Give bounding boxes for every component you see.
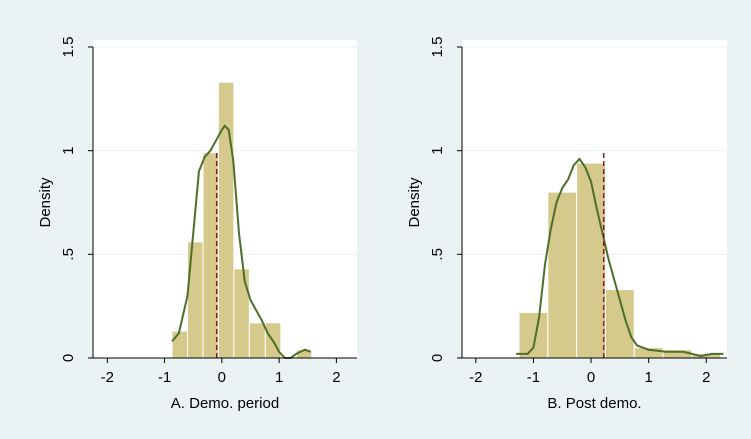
- bar: [248, 322, 266, 359]
- x-tick-label: -1: [527, 369, 540, 386]
- density-curve: [516, 157, 724, 357]
- bar: [217, 81, 235, 359]
- x-axis-title: A. Demo. period: [171, 395, 279, 412]
- y-tick-label: 0: [60, 354, 77, 362]
- y-tick-label: 0: [429, 354, 446, 362]
- y-tick-label: .5: [429, 248, 446, 261]
- bar: [233, 268, 250, 359]
- y-tick-label: 1.5: [60, 37, 77, 58]
- y-tick-label: .5: [60, 248, 77, 261]
- bar: [547, 191, 578, 359]
- bar: [202, 152, 219, 359]
- bar: [186, 241, 204, 359]
- x-tick-label: 2: [702, 369, 710, 386]
- x-tick-label: 1: [644, 369, 652, 386]
- x-tick-label: -1: [158, 369, 171, 386]
- x-axis-title: B. Post demo.: [547, 395, 641, 412]
- x-tick-label: 0: [218, 369, 226, 386]
- y-tick-label: 1.5: [429, 37, 446, 58]
- x-tick-label: -2: [101, 369, 114, 386]
- x-tick-label: 2: [332, 369, 340, 386]
- y-axis-title: Density: [406, 177, 423, 228]
- bar: [518, 311, 549, 359]
- x-tick-label: 1: [275, 369, 283, 386]
- bar: [171, 330, 188, 359]
- bar: [576, 162, 606, 359]
- y-tick-label: 1: [60, 146, 77, 154]
- y-axis-title: Density: [37, 177, 54, 228]
- y-tick-label: 1: [429, 146, 446, 154]
- x-tick-label: -2: [469, 369, 482, 386]
- x-tick-label: 0: [587, 369, 595, 386]
